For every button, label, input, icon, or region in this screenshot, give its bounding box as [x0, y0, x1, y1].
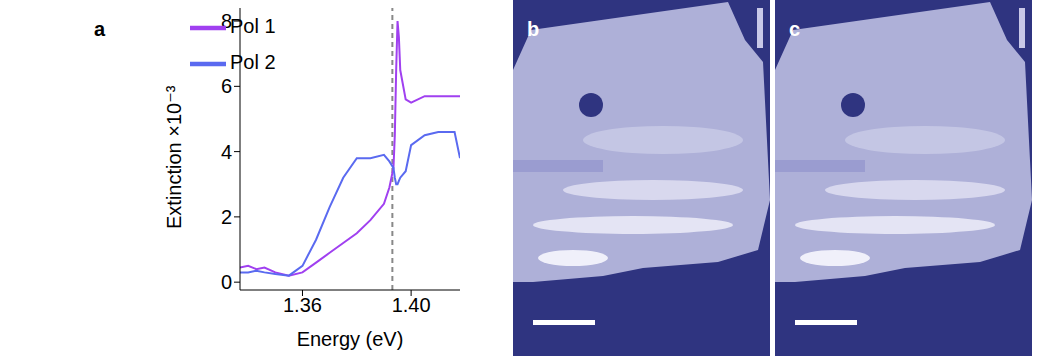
svg-text:0: 0	[221, 271, 232, 293]
html-text:Pol 2: Pol 2	[230, 51, 276, 74]
svg-text:c: c	[789, 18, 800, 40]
html-text:Pol 1: Pol 1	[230, 15, 276, 38]
svg-text:1.36: 1.36	[283, 294, 322, 316]
svg-text:4: 4	[221, 141, 232, 163]
svg-text:1.40: 1.40	[392, 294, 431, 316]
svg-text:b: b	[527, 18, 539, 40]
svg-text:a: a	[94, 18, 106, 40]
svg-text:6: 6	[221, 75, 232, 97]
svg-text:Extinction ×10⁻³: Extinction ×10⁻³	[163, 85, 185, 229]
svg-text:2: 2	[221, 206, 232, 228]
svg-text:8: 8	[221, 10, 232, 32]
svg-text:Energy (eV): Energy (eV)	[297, 328, 404, 350]
